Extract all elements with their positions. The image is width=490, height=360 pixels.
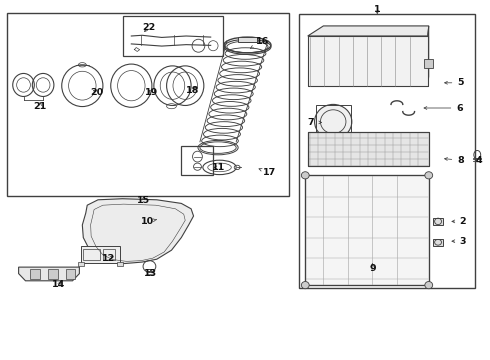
Text: 13: 13 — [145, 269, 157, 278]
Polygon shape — [428, 26, 429, 86]
Text: 4: 4 — [476, 156, 483, 165]
Bar — [238, 37, 257, 42]
Bar — [433, 239, 443, 246]
Text: 2: 2 — [452, 217, 466, 226]
Text: 15: 15 — [137, 196, 150, 205]
Bar — [424, 59, 433, 68]
Bar — [308, 36, 428, 86]
Text: 22: 22 — [142, 23, 155, 32]
Text: 1: 1 — [374, 4, 381, 14]
Polygon shape — [308, 26, 429, 36]
Bar — [30, 269, 40, 279]
Bar — [7, 13, 289, 196]
Ellipse shape — [315, 104, 352, 139]
Text: 5: 5 — [444, 78, 464, 87]
Text: 7: 7 — [308, 118, 321, 127]
Text: 18: 18 — [186, 86, 199, 95]
Bar — [48, 269, 58, 279]
Bar — [305, 175, 429, 285]
Text: 8: 8 — [444, 156, 464, 165]
Ellipse shape — [425, 172, 433, 179]
Text: 11: 11 — [211, 163, 225, 172]
Bar — [305, 175, 429, 285]
Text: 6: 6 — [424, 104, 463, 112]
Bar — [122, 16, 223, 56]
Text: 21: 21 — [33, 102, 47, 111]
Bar — [78, 262, 84, 266]
Text: 3: 3 — [452, 237, 466, 246]
Bar — [181, 146, 213, 175]
Bar — [103, 249, 115, 260]
Ellipse shape — [301, 172, 309, 179]
Bar — [308, 36, 428, 86]
Text: 20: 20 — [91, 88, 103, 97]
Bar — [316, 105, 351, 138]
Ellipse shape — [301, 282, 309, 289]
Text: 19: 19 — [145, 88, 159, 97]
Bar — [117, 262, 122, 266]
Text: 17: 17 — [259, 168, 276, 177]
PathPatch shape — [19, 267, 79, 281]
Text: 9: 9 — [369, 264, 376, 273]
Bar — [81, 246, 120, 263]
Text: 16: 16 — [250, 37, 269, 48]
PathPatch shape — [82, 199, 194, 264]
Bar — [66, 269, 75, 279]
Bar — [299, 14, 475, 288]
Bar — [433, 218, 443, 225]
Text: 10: 10 — [141, 217, 156, 226]
Ellipse shape — [425, 282, 433, 289]
Bar — [308, 132, 429, 166]
Bar — [308, 132, 429, 166]
Text: 12: 12 — [102, 254, 116, 263]
Text: 14: 14 — [52, 280, 66, 289]
Bar — [83, 249, 100, 260]
